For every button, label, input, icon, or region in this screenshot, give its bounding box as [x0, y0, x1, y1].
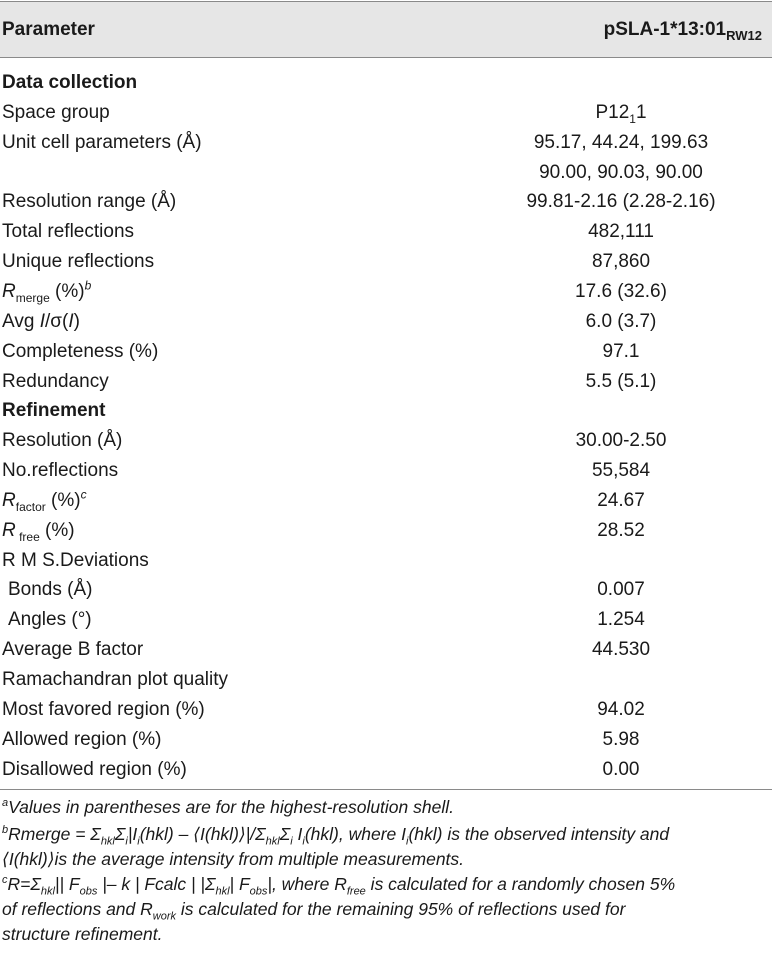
row-label: Allowed region (%): [2, 728, 162, 750]
row-label: Total reflections: [2, 221, 135, 243]
row-value: 0.00: [602, 758, 640, 780]
table-row: Most favored region (%) 94.02: [0, 695, 772, 725]
row-label: Completeness (%): [2, 340, 159, 362]
row-value: 94.02: [597, 698, 645, 720]
row-value: 28.52: [597, 519, 645, 541]
table-row: Redundancy 5.5 (5.1): [0, 367, 772, 397]
table-row: Avg I/σ(I) 6.0 (3.7): [0, 307, 772, 337]
row-label: Angles (°): [8, 609, 92, 631]
row-value: 5.5 (5.1): [585, 370, 657, 392]
table-row: Space group P1211: [0, 98, 772, 128]
table-row: Ramachandran plot quality: [0, 665, 772, 695]
table-row: Total reflections 482,111: [0, 217, 772, 247]
table-row: Resolution range (Å) 99.81-2.16 (2.28-2.1…: [0, 187, 772, 217]
table-row: R M S.Deviations: [0, 546, 772, 576]
header-band: [0, 2, 772, 57]
row-value: 97.1: [602, 340, 640, 362]
row-value: 17.6 (32.6): [575, 280, 667, 302]
row-label: Avg I/σ(I): [2, 310, 80, 332]
header-value-main: pSLA-1*13:01: [603, 19, 727, 40]
row-label: Disallowed region (%): [2, 758, 187, 780]
row-value: 1.254: [597, 609, 645, 631]
row-value: 482,111: [588, 221, 654, 243]
row-value: 99.81-2.16 (2.28-2.16): [526, 191, 716, 213]
row-label: Rmerge (%)b: [2, 278, 92, 305]
row-label: Resolution range (Å): [2, 191, 177, 213]
table-row: R free (%) 28.52: [0, 516, 772, 546]
row-value: 30.00-2.50: [575, 430, 667, 452]
table-row: Disallowed region (%) 0.00: [0, 755, 772, 785]
row-label: Unique reflections: [2, 251, 155, 273]
row-label: Refinement: [2, 400, 106, 422]
footnote-c: cR=Σhkl|| Fobs |– k | Fcalc | |Σhkl| Fob…: [2, 874, 676, 944]
table-row: No.reflections 55,584: [0, 456, 772, 486]
footnote-a: aValues in parentheses are for the highe…: [2, 797, 454, 817]
footnote-b: bRmerge = ΣhklΣi|Ii(hkl) – ⟨I(hkl)⟩|/Σhk…: [2, 824, 670, 869]
table-row: Allowed region (%) 5.98: [0, 725, 772, 755]
table-row: 90.00, 90.03, 90.00: [0, 158, 772, 188]
table-row: Unique reflections 87,860: [0, 247, 772, 277]
row-label: Unit cell parameters (Å): [2, 131, 202, 153]
table-row: Bonds (Å) 0.007: [0, 575, 772, 605]
row-value: 55,584: [591, 460, 651, 482]
table-row: Angles (°) 1.254: [0, 605, 772, 635]
table-row: Rfactor (%)c 24.67: [0, 486, 772, 516]
bottom-rule: [0, 789, 772, 790]
row-label: Resolution (Å): [2, 430, 123, 452]
row-label: Rfactor (%)c: [2, 487, 87, 514]
row-value: 44.530: [591, 639, 651, 661]
row-label: Bonds (Å): [8, 579, 93, 601]
row-label: Data collection: [2, 72, 138, 93]
row-value: 0.007: [597, 579, 645, 601]
row-value: 87,860: [591, 251, 651, 273]
table-row: Resolution (Å) 30.00-2.50: [0, 426, 772, 456]
row-value: 24.67: [597, 489, 645, 511]
section-row: Data collection: [0, 68, 772, 98]
row-label: Average B factor: [2, 639, 144, 661]
row-label: Redundancy: [2, 370, 109, 392]
row-label: No.reflections: [2, 460, 119, 482]
row-label: Ramachandran plot quality: [2, 669, 229, 690]
row-label: Space group: [2, 101, 110, 123]
table-row: Unit cell parameters (Å) 95.17, 44.24, 19…: [0, 128, 772, 158]
table-row: Completeness (%) 97.1: [0, 337, 772, 367]
row-value: 6.0 (3.7): [585, 310, 657, 332]
header-parameter: Parameter: [2, 19, 95, 40]
section-row: Refinement: [0, 396, 772, 426]
row-value: 5.98: [602, 728, 640, 750]
row-label: R M S.Deviations: [2, 549, 149, 571]
header-value: pSLA-1*13:01RW12: [603, 19, 762, 43]
row-value: 95.17, 44.24, 199.63: [533, 131, 709, 153]
header-value-subscript: RW12: [726, 28, 762, 43]
top-rule: [0, 1, 772, 2]
row-value: P1211: [595, 101, 647, 126]
row-label: R free (%): [2, 519, 75, 544]
table-row: Average B factor 44.530: [0, 635, 772, 665]
table-row: Rmerge (%)b 17.6 (32.6): [0, 277, 772, 307]
header-rule: [0, 57, 772, 58]
row-value: 90.00, 90.03, 90.00: [539, 161, 703, 183]
row-label: Most favored region (%): [2, 698, 205, 720]
